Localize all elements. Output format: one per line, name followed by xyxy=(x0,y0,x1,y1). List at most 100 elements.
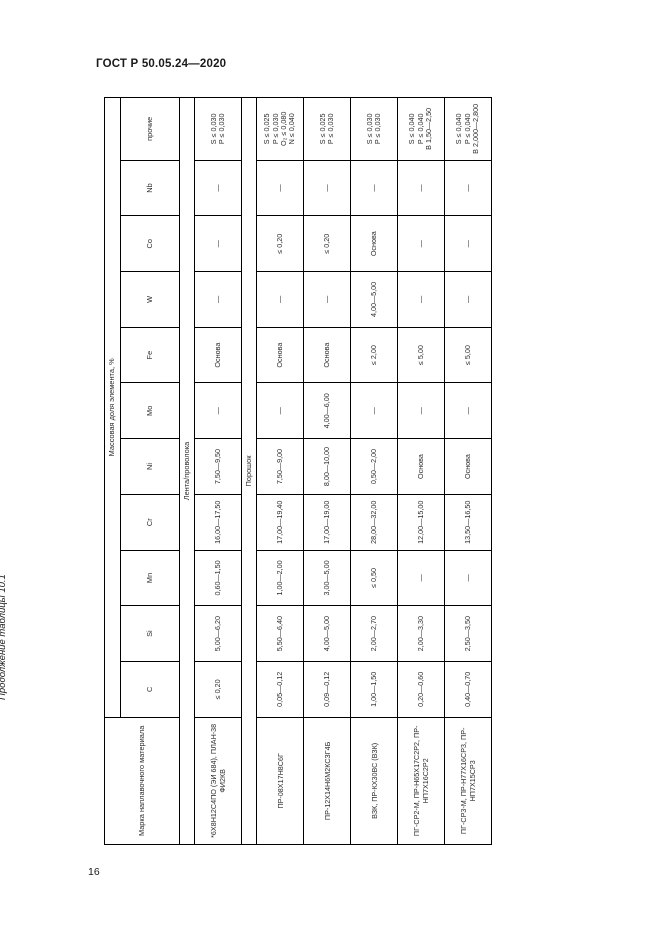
cell-ni: Основа xyxy=(397,438,445,495)
cell-co: — xyxy=(397,215,445,272)
rotated-table-container: Марка наплавочного материала Массовая до… xyxy=(104,97,524,845)
cell-si: 5,50—6,40 xyxy=(256,605,304,662)
cell-material-grade: ПР-12Х14Н6М2КСЗГ4Б xyxy=(303,717,351,845)
cell-fe: Основа xyxy=(256,327,304,383)
col-header-fe: Fe xyxy=(120,327,180,383)
cell-w: — xyxy=(256,271,304,328)
cell-other: S ≤ 0,025 P ≤ 0,030 O₂ ≤ 0,080 N ≤ 0,040 xyxy=(256,97,304,161)
cell-mo: — xyxy=(397,382,445,439)
cell-other: S ≤ 0,025 P ≤ 0,030 xyxy=(303,97,351,161)
cell-mn: — xyxy=(444,550,492,606)
cell-mo: — xyxy=(256,382,304,439)
table-group-header-row: Марка наплавочного материала Массовая до… xyxy=(104,97,180,845)
cell-cr: 17,00—19,40 xyxy=(256,494,304,551)
cell-co: ≤ 0,20 xyxy=(303,215,351,272)
cell-material-grade: ПГ-СР3-М, ПР-Н77Х16СР3, ПР-НП7Х15СР3 xyxy=(444,717,492,845)
cell-cr: 13,50—16,50 xyxy=(444,494,492,551)
cell-material-grade: ПР-08Х17Н8С6Г xyxy=(256,717,304,845)
col-header-w: W xyxy=(120,271,180,328)
cell-ni: 8,00—10,00 xyxy=(303,438,351,495)
cell-co: — xyxy=(444,215,492,272)
cell-c: 0,40—0,70 xyxy=(444,661,492,718)
cell-si: 4,00—5,00 xyxy=(303,605,351,662)
cell-other: S ≤ 0,030 P ≤ 0,030 xyxy=(350,97,398,161)
col-header-si: Si xyxy=(120,605,180,662)
col-header-group: Массовая доля элемента, % xyxy=(104,97,121,718)
cell-ni: Основа xyxy=(444,438,492,495)
composition-table: Марка наплавочного материала Массовая до… xyxy=(104,97,492,845)
page-number: 16 xyxy=(88,866,100,878)
table-row: ПГ-СР3-М, ПР-Н77Х16СР3, ПР-НП7Х15СР3 0,40… xyxy=(444,97,492,845)
cell-mo: — xyxy=(444,382,492,439)
cell-mo: — xyxy=(194,382,242,439)
cell-si: 2,00—3,30 xyxy=(397,605,445,662)
cell-nb: — xyxy=(444,160,492,216)
cell-w: — xyxy=(397,271,445,328)
cell-ni: 7,50—9,00 xyxy=(256,438,304,495)
cell-w: — xyxy=(444,271,492,328)
table-body: Лента/проволока *6Х8Н12С4ПО (ЭИ 684), ПЛА… xyxy=(179,97,492,845)
cell-si: 2,00—2,70 xyxy=(350,605,398,662)
table-row: ПР-08Х17Н8С6Г 0,05—0,12 5,50—6,40 1,00—2,00… xyxy=(256,97,304,845)
cell-material-grade: ПГ-СР2-М, ПР-Н65Х17С2Р2, ПР-НП7Х16С2Р2 xyxy=(397,717,445,845)
cell-co: ≤ 0,20 xyxy=(256,215,304,272)
cell-co: Основа xyxy=(350,215,398,272)
table-row: ВЗК, ПР-КХ30ВС (ВЗК) 1,00—1,50 2,00—2,70 ≤ … xyxy=(350,97,398,845)
cell-nb: — xyxy=(350,160,398,216)
col-header-material: Марка наплавочного материала xyxy=(104,717,180,845)
cell-c: 0,05—0,12 xyxy=(256,661,304,718)
cell-other: S ≤ 0,040 P ≤ 0,040 B 2,000—2,800 xyxy=(444,97,492,161)
cell-si: 2,50—3,50 xyxy=(444,605,492,662)
cell-co: — xyxy=(194,215,242,272)
cell-nb: — xyxy=(303,160,351,216)
cell-fe: ≤ 5,00 xyxy=(444,327,492,383)
col-header-mo: Mo xyxy=(120,382,180,439)
table-section-row: Лента/проволока xyxy=(179,97,195,845)
cell-c: 0,20—0,60 xyxy=(397,661,445,718)
cell-nb: — xyxy=(397,160,445,216)
cell-nb: — xyxy=(194,160,242,216)
col-header-other: прочие xyxy=(120,97,180,161)
col-header-cr: Cr xyxy=(120,494,180,551)
col-header-co: Co xyxy=(120,215,180,272)
col-header-nb: Nb xyxy=(120,160,180,216)
cell-mn: ≤ 0,50 xyxy=(350,550,398,606)
cell-other: S ≤ 0,030 P ≤ 0,030 xyxy=(194,97,242,161)
cell-mn: 1,00—2,00 xyxy=(256,550,304,606)
cell-cr: 16,00—17,50 xyxy=(194,494,242,551)
cell-cr: 17,00—19,00 xyxy=(303,494,351,551)
cell-w: 4,00—5,00 xyxy=(350,271,398,328)
cell-fe: Основа xyxy=(194,327,242,383)
table-caption: Продолжение таблицы 10.1 xyxy=(0,574,8,700)
cell-si: 5,00—6,20 xyxy=(194,605,242,662)
cell-other: S ≤ 0,040 P ≤ 0,040 B 1,50—2,50 xyxy=(397,97,445,161)
document-standard-title: ГОСТ Р 50.05.24—2020 xyxy=(96,58,227,70)
cell-nb: — xyxy=(256,160,304,216)
cell-mn: — xyxy=(397,550,445,606)
cell-mo: — xyxy=(350,382,398,439)
cell-c: 1,00—1,50 xyxy=(350,661,398,718)
table-section-row: Порошок xyxy=(241,97,257,845)
cell-fe: ≤ 2,00 xyxy=(350,327,398,383)
cell-material-grade: *6Х8Н12С4ПО (ЭИ 684), ПЛАН-38 ФИ2КВ xyxy=(194,717,242,845)
table-head: Марка наплавочного материала Массовая до… xyxy=(104,97,180,845)
cell-mn: 3,00—5,00 xyxy=(303,550,351,606)
cell-w: — xyxy=(303,271,351,328)
cell-c: 0,09—0,12 xyxy=(303,661,351,718)
col-header-c: C xyxy=(120,661,180,718)
cell-ni: 0,50—2,00 xyxy=(350,438,398,495)
table-row: ПР-12Х14Н6М2КСЗГ4Б 0,09—0,12 4,00—5,00 3,00… xyxy=(303,97,351,845)
cell-ni: 7,50—9,50 xyxy=(194,438,242,495)
cell-cr: 28,00—32,00 xyxy=(350,494,398,551)
table-section-label: Порошок xyxy=(241,97,257,845)
cell-mo: 4,00—6,00 xyxy=(303,382,351,439)
cell-w: — xyxy=(194,271,242,328)
col-header-ni: Ni xyxy=(120,438,180,495)
cell-mn: 0,60—1,50 xyxy=(194,550,242,606)
table-row: ПГ-СР2-М, ПР-Н65Х17С2Р2, ПР-НП7Х16С2Р2 0,… xyxy=(397,97,445,845)
col-header-mn: Mn xyxy=(120,550,180,606)
cell-c: ≤ 0,20 xyxy=(194,661,242,718)
cell-material-grade: ВЗК, ПР-КХ30ВС (ВЗК) xyxy=(350,717,398,845)
cell-cr: 12,00—15,00 xyxy=(397,494,445,551)
